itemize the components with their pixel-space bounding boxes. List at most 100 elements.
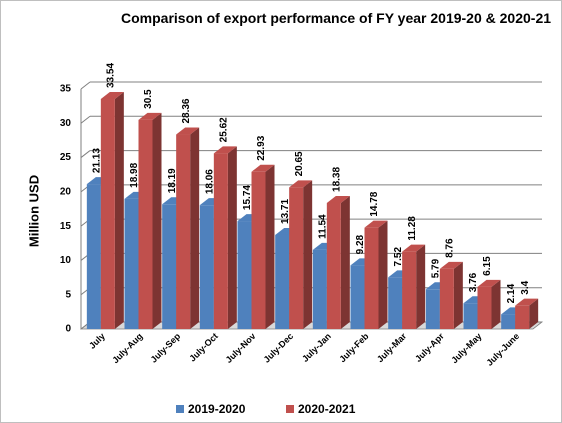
legend-label: 2020-2021 <box>298 402 356 416</box>
y-tick-label: 5 <box>65 289 71 300</box>
bar <box>439 268 454 329</box>
value-label: 14.78 <box>369 191 380 216</box>
bar <box>312 249 327 329</box>
bar <box>138 119 153 329</box>
bar-side <box>453 261 463 329</box>
x-tick-label: July-Feb <box>337 331 371 365</box>
y-tick-label: 25 <box>60 152 72 163</box>
x-tick-label: July-Nov <box>224 331 258 365</box>
bar-side <box>152 112 162 329</box>
x-tick-label: July-Aug <box>110 331 144 365</box>
y-tick-label: 20 <box>60 186 72 197</box>
value-label: 2.14 <box>506 283 517 303</box>
x-tick-label: July-May <box>449 331 483 365</box>
x-tick-label: July-Sep <box>149 331 183 365</box>
grid-line-side <box>80 115 91 124</box>
bar-top <box>138 112 162 120</box>
legend-swatch <box>176 405 184 413</box>
value-label: 28.36 <box>181 98 192 123</box>
bar <box>251 171 266 329</box>
bar <box>289 187 304 329</box>
y-axis-label: Million USD <box>26 175 41 247</box>
value-label: 3.76 <box>468 272 479 292</box>
bar <box>501 314 516 329</box>
bar-top <box>439 261 463 269</box>
bar <box>237 221 252 329</box>
bar <box>86 184 101 329</box>
bar <box>515 305 530 329</box>
bar-side <box>114 92 124 329</box>
bar <box>275 234 290 329</box>
value-label: 22.93 <box>256 135 267 160</box>
x-tick-label: July-June <box>484 331 521 368</box>
bar-side <box>416 244 426 329</box>
chart-title: Comparison of export performance of FY y… <box>121 10 552 26</box>
value-label: 7.52 <box>393 247 404 267</box>
value-label: 25.62 <box>218 117 229 142</box>
value-label: 15.74 <box>242 185 253 210</box>
bar-top <box>402 244 426 252</box>
bar <box>199 205 214 329</box>
x-tick-label: July-Dec <box>262 331 296 365</box>
value-label: 11.54 <box>317 214 328 239</box>
grid-line-side <box>80 81 91 90</box>
bar <box>176 134 191 329</box>
value-label: 8.76 <box>444 238 455 258</box>
bar-side <box>491 279 501 329</box>
bar-top <box>251 164 275 172</box>
x-tick-label: July-Mar <box>375 331 409 365</box>
value-label: 18.98 <box>129 162 140 187</box>
y-tick-label: 35 <box>60 84 72 95</box>
grid-line-side <box>80 150 91 158</box>
bar <box>388 277 403 329</box>
x-tick-label: July-Oct <box>187 331 220 364</box>
value-label: 33.54 <box>105 63 116 88</box>
bar-top <box>515 298 539 306</box>
bar-side <box>529 298 539 329</box>
bar <box>162 204 177 329</box>
bar-top <box>326 195 350 203</box>
bar-top <box>100 92 124 100</box>
bar-top <box>289 180 313 188</box>
value-label: 11.28 <box>407 216 418 241</box>
bar-top <box>477 279 501 287</box>
bar <box>213 153 228 329</box>
bar <box>100 99 115 329</box>
bar <box>402 251 417 329</box>
value-label: 6.15 <box>482 256 493 276</box>
bar-side <box>227 146 237 329</box>
value-label: 18.19 <box>167 168 178 193</box>
x-tick-label: July-Jan <box>300 331 333 364</box>
value-label: 30.5 <box>143 89 154 109</box>
value-label: 18.06 <box>204 169 215 194</box>
x-tick-label: July <box>87 331 107 351</box>
y-tick-label: 30 <box>60 118 72 129</box>
bar-top <box>213 146 237 154</box>
bar-side <box>340 195 350 329</box>
bar-side <box>190 127 200 329</box>
y-tick-label: 0 <box>65 324 71 335</box>
y-tick-label: 15 <box>60 221 72 232</box>
bar <box>425 289 440 329</box>
value-label: 20.65 <box>294 151 305 176</box>
bar-top <box>176 127 200 135</box>
legend-label: 2019-2020 <box>188 402 246 416</box>
value-label: 5.79 <box>430 258 441 278</box>
bar <box>350 265 365 329</box>
bar-top <box>364 220 388 228</box>
bar <box>463 303 478 329</box>
value-label: 21.13 <box>91 148 102 173</box>
legend-swatch <box>286 405 294 413</box>
bar-side <box>265 164 275 329</box>
bar <box>326 202 341 329</box>
bar <box>477 286 492 329</box>
bar-side <box>378 220 388 329</box>
value-label: 18.38 <box>331 167 342 192</box>
bar-side <box>303 180 313 329</box>
value-label: 9.28 <box>355 234 366 254</box>
y-tick-label: 10 <box>60 255 72 266</box>
bar <box>124 198 139 329</box>
bar <box>364 227 379 329</box>
